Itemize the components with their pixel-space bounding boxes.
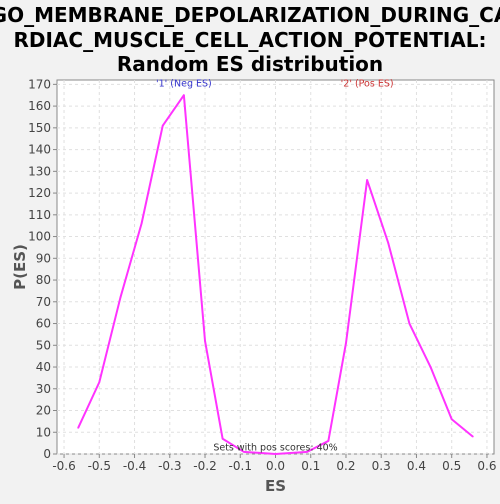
x-tick-label: 0.5 — [442, 459, 461, 473]
x-tick-label: 0.4 — [407, 459, 426, 473]
y-tick-label: 100 — [28, 230, 51, 244]
y-tick-label: 90 — [36, 251, 51, 265]
y-tick-label: 80 — [36, 273, 51, 287]
data-point — [119, 296, 122, 299]
grid — [57, 80, 494, 455]
y-tick-label: 150 — [28, 121, 51, 135]
y-tick-label: 120 — [28, 186, 51, 200]
x-tick-label: -0.6 — [52, 459, 75, 473]
y-tick-label: 20 — [36, 404, 51, 418]
data-point — [242, 451, 245, 453]
y-tick-label: 30 — [36, 382, 51, 396]
data-point — [274, 453, 277, 455]
y-tick-label: 70 — [36, 295, 51, 309]
x-tick-label: 0.3 — [372, 459, 391, 473]
data-point — [161, 124, 164, 127]
data-point — [204, 340, 206, 342]
data-point — [98, 381, 101, 384]
x-tick-label: 0.1 — [301, 459, 320, 473]
data-point — [387, 242, 390, 244]
chart-title-line-3: Random ES distribution — [117, 52, 383, 76]
x-tick-label: -0.4 — [123, 459, 146, 473]
data-point — [327, 440, 330, 442]
data-point — [221, 437, 224, 440]
y-tick-label: 170 — [28, 77, 51, 91]
y-tick-label: 140 — [28, 143, 51, 157]
x-tick-label: 0.0 — [266, 459, 285, 473]
chart-title: GO_MEMBRANE_DEPOLARIZATION_DURING_CA RDI… — [0, 3, 500, 76]
chart-title-line-1: GO_MEMBRANE_DEPOLARIZATION_DURING_CA — [0, 3, 500, 27]
y-tick-label: 0 — [43, 447, 51, 461]
chart-title-line-2: RDIAC_MUSCLE_CELL_ACTION_POTENTIAL: — [13, 28, 486, 52]
y-tick-label: 110 — [28, 208, 51, 222]
annotation-label-1: '1' (Neg ES) — [156, 79, 212, 90]
x-tick-label: -0.3 — [158, 459, 181, 473]
y-tick-label: 130 — [28, 164, 51, 178]
x-axis-label: ES — [265, 477, 286, 495]
data-point — [77, 427, 79, 429]
data-point — [306, 451, 309, 453]
annotations: '1' (Neg ES) '2' (Pos ES) Sets with pos sc… — [156, 79, 394, 454]
annotation-label-3: Sets with pos scores: 40% — [213, 443, 337, 454]
x-tick-label: -0.5 — [88, 459, 111, 473]
data-point — [345, 342, 347, 344]
data-point — [429, 366, 432, 368]
series — [77, 94, 474, 455]
data-point — [366, 179, 368, 181]
data-point — [408, 322, 411, 325]
y-tick-label: 60 — [36, 317, 51, 331]
y-axis: 0 10 20 30 40 50 60 70 80 90 100 110 120 130 140 150 160… — [28, 77, 57, 461]
data-point — [450, 418, 453, 421]
x-tick-label: -0.1 — [229, 459, 252, 473]
y-tick-label: 50 — [36, 338, 51, 352]
y-axis-label: P(ES) — [11, 244, 29, 290]
data-point — [140, 222, 143, 225]
annotation-label-2: '2' (Pos ES) — [341, 79, 394, 90]
x-tick-label: -0.2 — [193, 459, 216, 473]
x-tick-label: 0.2 — [336, 459, 355, 473]
data-point — [472, 435, 474, 438]
y-tick-label: 160 — [28, 99, 51, 113]
y-tick-label: 40 — [36, 360, 51, 374]
data-point — [183, 94, 185, 97]
x-tick-label: 0.6 — [477, 459, 496, 473]
x-axis: -0.6 -0.5 -0.4 -0.3 -0.2 -0.1 0.0 0.1 0.2 0.3 0.4 0… — [52, 454, 496, 473]
y-tick-label: 10 — [36, 425, 51, 439]
